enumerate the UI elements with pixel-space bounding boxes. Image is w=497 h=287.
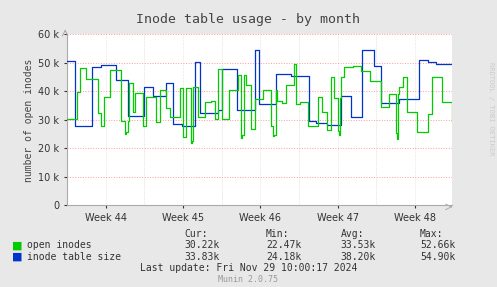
Text: Cur:: Cur: <box>184 229 207 239</box>
Text: 30.22k: 30.22k <box>184 240 219 250</box>
Text: ■: ■ <box>12 240 23 250</box>
Text: Last update: Fri Nov 29 10:00:17 2024: Last update: Fri Nov 29 10:00:17 2024 <box>140 263 357 273</box>
Text: Avg:: Avg: <box>340 229 364 239</box>
Text: 33.83k: 33.83k <box>184 252 219 262</box>
Text: RRDTOOL / TOBI OETIKER: RRDTOOL / TOBI OETIKER <box>488 62 494 156</box>
Text: 52.66k: 52.66k <box>420 240 455 250</box>
Text: Munin 2.0.75: Munin 2.0.75 <box>219 275 278 284</box>
Text: 54.90k: 54.90k <box>420 252 455 262</box>
Text: open inodes: open inodes <box>27 240 92 250</box>
Y-axis label: number of open inodes: number of open inodes <box>24 58 34 181</box>
Text: inode table size: inode table size <box>27 252 121 262</box>
Text: Min:: Min: <box>266 229 289 239</box>
Text: 22.47k: 22.47k <box>266 240 301 250</box>
Text: 33.53k: 33.53k <box>340 240 376 250</box>
Text: 38.20k: 38.20k <box>340 252 376 262</box>
Text: Inode table usage - by month: Inode table usage - by month <box>137 13 360 26</box>
Text: Max:: Max: <box>420 229 443 239</box>
Text: ■: ■ <box>12 252 23 262</box>
Text: 24.18k: 24.18k <box>266 252 301 262</box>
